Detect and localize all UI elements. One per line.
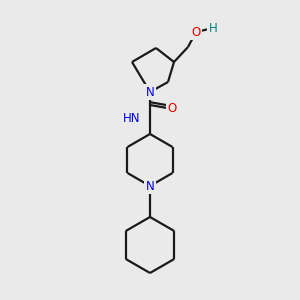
Text: HN: HN: [122, 112, 140, 124]
Text: O: O: [191, 26, 201, 38]
Text: H: H: [208, 22, 217, 35]
Text: N: N: [146, 85, 154, 98]
Text: O: O: [167, 101, 177, 115]
Text: N: N: [146, 179, 154, 193]
